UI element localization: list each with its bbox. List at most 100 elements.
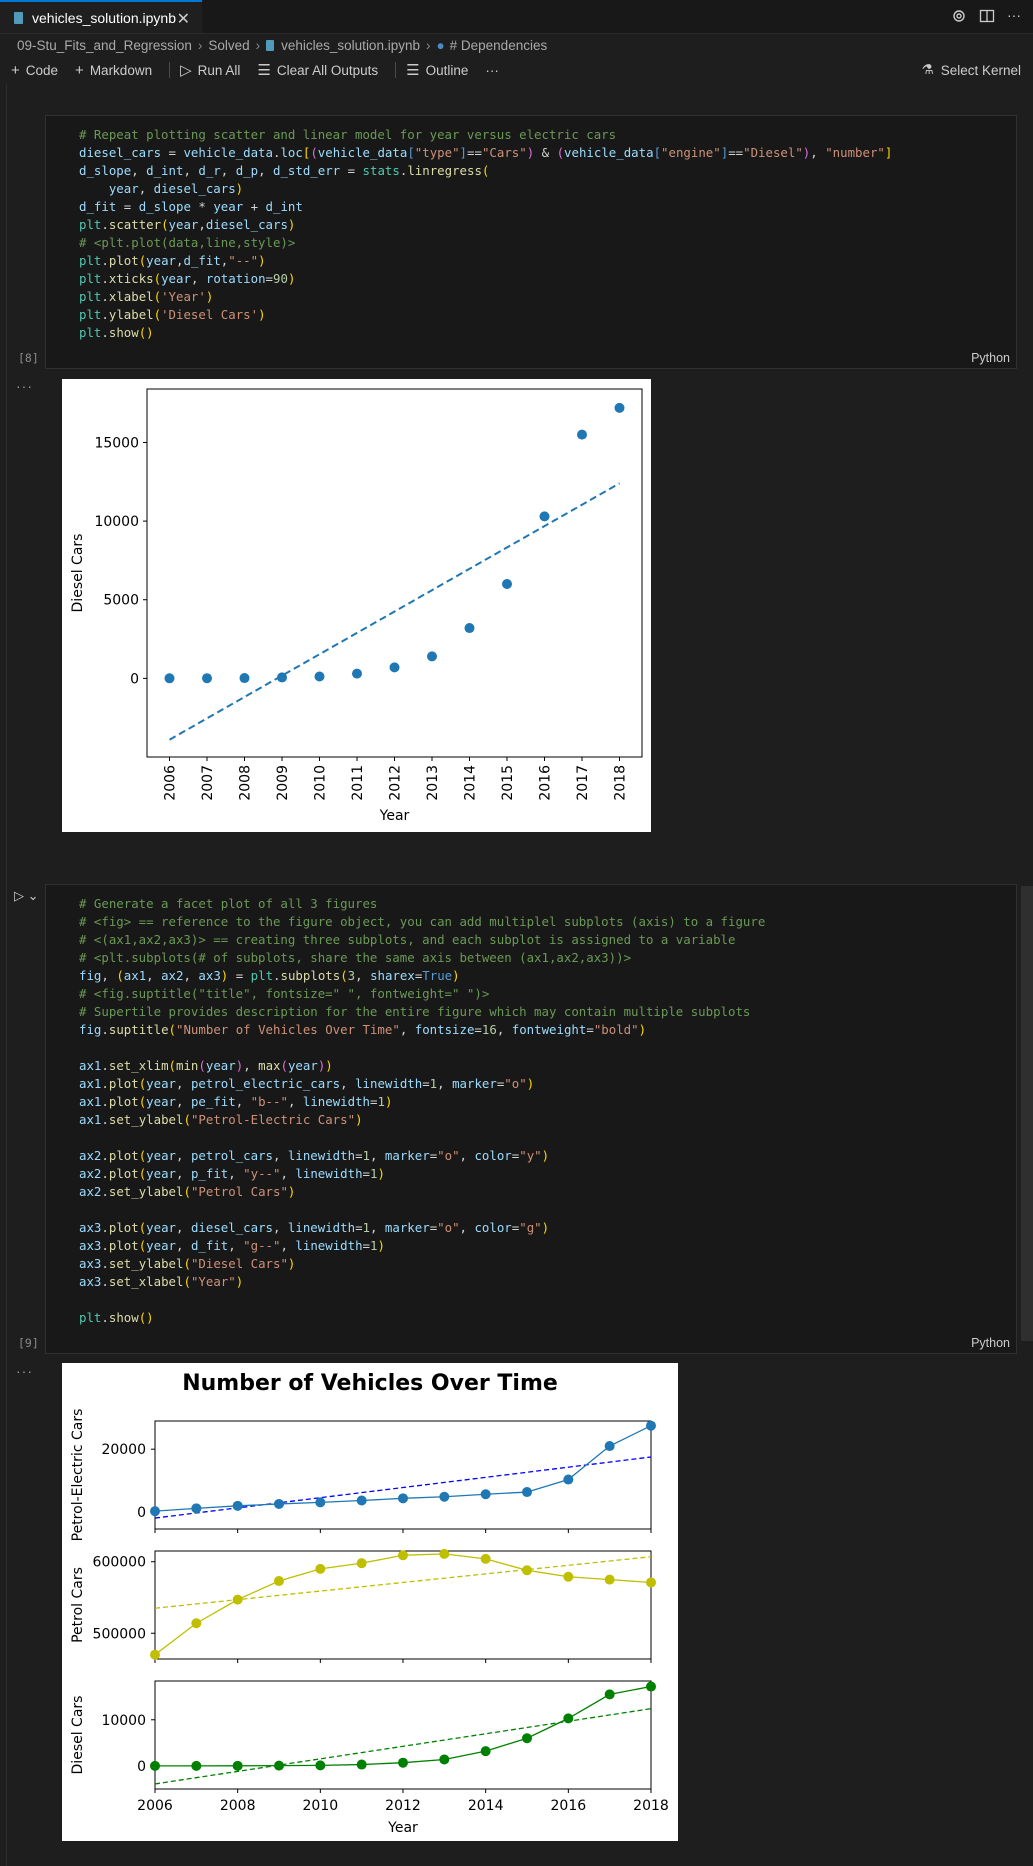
y-axis-label: Diesel Cars xyxy=(70,1696,86,1775)
data-point xyxy=(274,1498,284,1509)
data-point xyxy=(439,1754,450,1765)
data-point xyxy=(502,579,512,590)
data-point xyxy=(604,1441,615,1452)
x-tick-label: 2015 xyxy=(500,765,516,801)
data-point xyxy=(427,651,437,662)
data-point xyxy=(150,1506,160,1517)
data-point xyxy=(398,1550,408,1561)
x-tick-label: 2007 xyxy=(200,765,216,801)
x-axis-label: Year xyxy=(379,808,410,824)
plot-frame xyxy=(146,388,643,758)
outline-button[interactable]: ☰ Outline xyxy=(406,61,468,79)
select-kernel-label: Select Kernel xyxy=(940,62,1021,78)
breadcrumb: 09-Stu_Fits_and_Regression › Solved › ve… xyxy=(0,34,1033,56)
data-point xyxy=(480,1746,491,1757)
run-all-icon: ▷ xyxy=(180,62,192,79)
y-axis-label: Petrol-Electric Cars xyxy=(70,1409,86,1542)
breadcrumb-item[interactable]: Solved xyxy=(208,37,250,53)
x-tick-label: 2010 xyxy=(303,1798,339,1814)
code-cell-2[interactable]: # Generate a facet plot of all 3 figures… xyxy=(45,884,1017,1354)
data-point xyxy=(352,668,362,679)
code-cell-1[interactable]: # Repeat plotting scatter and linear mod… xyxy=(45,115,1017,369)
data-point xyxy=(202,673,212,684)
y-tick-label: 15000 xyxy=(94,435,139,451)
y-axis-label: Petrol Cars xyxy=(70,1567,86,1643)
code-editor[interactable]: # Repeat plotting scatter and linear mod… xyxy=(79,127,893,340)
select-kernel-button[interactable]: ⚗ Select Kernel xyxy=(922,58,1021,82)
x-tick-label: 2012 xyxy=(385,1798,421,1814)
more-actions-icon[interactable]: ··· xyxy=(1007,7,1021,23)
data-point xyxy=(315,1563,326,1574)
chevron-right-icon: › xyxy=(197,37,203,53)
data-point xyxy=(522,1487,532,1498)
y-tick-label: 10000 xyxy=(101,1713,146,1729)
data-point xyxy=(464,623,475,634)
output-actions-icon[interactable]: ··· xyxy=(16,378,33,394)
breadcrumb-item[interactable]: # Dependencies xyxy=(449,37,548,53)
chevron-right-icon: › xyxy=(425,37,431,53)
add-code-cell-button[interactable]: + Code xyxy=(11,62,58,79)
execution-count: [9] xyxy=(18,1336,39,1350)
breadcrumb-item[interactable]: 09-Stu_Fits_and_Regression xyxy=(17,37,192,53)
y-axis-label: Diesel Cars xyxy=(70,534,86,613)
data-point xyxy=(646,1577,656,1588)
x-tick-label: 2014 xyxy=(468,1798,504,1814)
toolbar-more-label: ··· xyxy=(485,62,499,78)
plus-icon: + xyxy=(11,61,20,79)
x-tick-label: 2016 xyxy=(551,1798,587,1814)
editor-actions: ··· xyxy=(951,8,1023,24)
data-point xyxy=(239,673,250,684)
cell-language-label[interactable]: Python xyxy=(971,1336,1010,1350)
x-tick-label: 2011 xyxy=(350,765,366,801)
cell-language-label[interactable]: Python xyxy=(971,351,1010,365)
figure-title: Number of Vehicles Over Time xyxy=(182,1371,558,1396)
notebook-toolbar: + Code + Markdown ▷ Run All ☰ Clear All Outp… xyxy=(0,58,1033,82)
data-point xyxy=(150,1760,160,1771)
toolbar-more-button[interactable]: ··· xyxy=(485,63,499,78)
kernel-icon: ⚗ xyxy=(921,62,934,77)
data-point xyxy=(191,1618,202,1629)
run-all-button[interactable]: ▷ Run All xyxy=(180,61,240,79)
data-point xyxy=(522,1733,532,1744)
x-tick-label: 2009 xyxy=(275,765,291,801)
scrollbar[interactable] xyxy=(1021,886,1033,1341)
data-point xyxy=(356,1558,367,1569)
data-point xyxy=(563,1571,574,1582)
clear-outputs-button[interactable]: ☰ Clear All Outputs xyxy=(257,61,378,79)
toolbar-divider xyxy=(395,62,397,78)
series-line xyxy=(154,1685,652,1767)
output-actions-icon[interactable]: ··· xyxy=(16,1363,33,1379)
data-point xyxy=(439,1548,450,1559)
x-tick-label: 2013 xyxy=(425,765,441,801)
y-tick-label: 500000 xyxy=(93,1626,146,1642)
facet-chart-output: Number of Vehicles Over Time 0 20000 Petrol… xyxy=(62,1363,678,1841)
breadcrumb-item[interactable]: vehicles_solution.ipynb xyxy=(281,37,420,53)
run-cell-icon[interactable]: ▷ ⌄ xyxy=(14,888,39,903)
data-point xyxy=(646,1420,656,1431)
data-point xyxy=(646,1681,656,1692)
x-tick-label: 2010 xyxy=(313,765,329,801)
scatter-chart-output: 0 5000 10000 15000 2006 2007 2008 2009 2010 2011 2… xyxy=(62,379,651,832)
fit-line xyxy=(169,482,620,741)
plus-icon: + xyxy=(75,61,84,79)
gear-icon[interactable] xyxy=(951,8,967,24)
fit-line xyxy=(154,1456,652,1519)
data-point xyxy=(150,1649,160,1660)
data-point xyxy=(277,672,287,683)
editor-tab[interactable]: vehicles_solution.ipynb ✕ xyxy=(0,0,202,33)
data-point xyxy=(563,1713,574,1724)
add-markdown-cell-button[interactable]: + Markdown xyxy=(75,62,152,79)
x-tick-label: 2018 xyxy=(613,765,629,801)
split-editor-icon[interactable] xyxy=(979,8,995,24)
fit-line xyxy=(154,1556,652,1609)
data-point xyxy=(480,1553,491,1564)
close-icon[interactable]: ✕ xyxy=(176,11,190,28)
x-tick-label: 2012 xyxy=(388,765,404,801)
x-tick-label: 2018 xyxy=(633,1798,669,1814)
data-point xyxy=(274,1760,284,1771)
data-point xyxy=(356,1759,367,1770)
y-tick-label: 0 xyxy=(130,671,139,687)
code-editor[interactable]: # Generate a facet plot of all 3 figures… xyxy=(79,896,766,1325)
x-axis-label: Year xyxy=(387,1820,418,1836)
tab-bar: vehicles_solution.ipynb ✕ ··· xyxy=(0,0,1033,34)
